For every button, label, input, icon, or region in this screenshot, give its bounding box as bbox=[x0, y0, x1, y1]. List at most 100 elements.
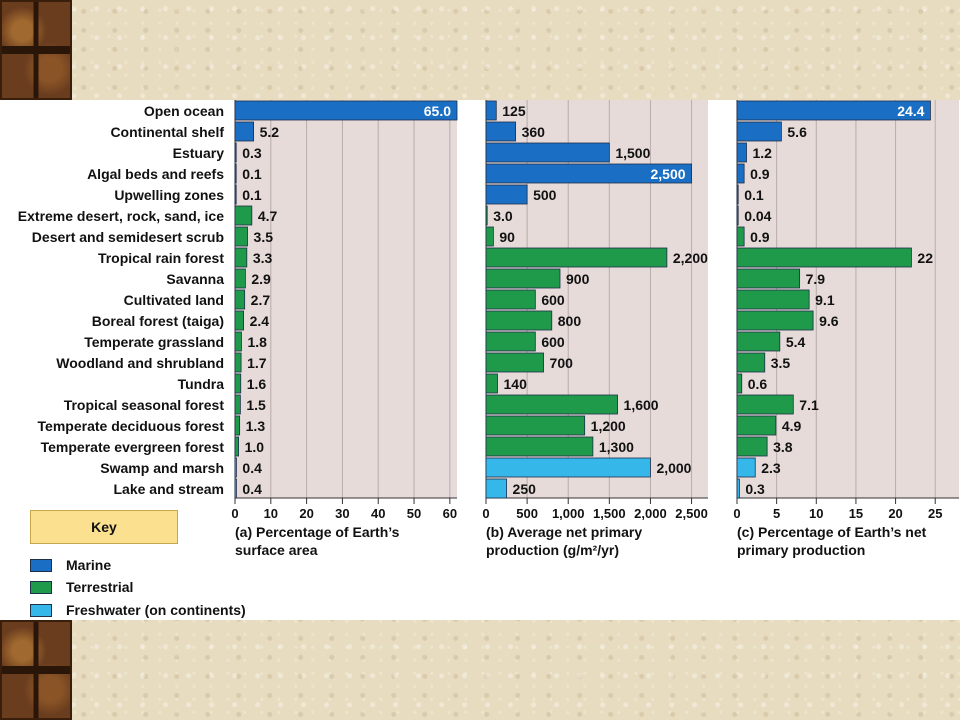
bar bbox=[234, 436, 239, 457]
data-label: 500 bbox=[533, 187, 557, 203]
bar bbox=[234, 268, 246, 289]
data-label: 1.2 bbox=[753, 145, 773, 161]
bar bbox=[736, 436, 768, 457]
bar bbox=[234, 184, 237, 205]
bar bbox=[736, 415, 777, 436]
data-label: 7.9 bbox=[806, 271, 826, 287]
data-label: 1,600 bbox=[624, 397, 659, 413]
bar bbox=[485, 121, 517, 142]
tick-label: 1,000 bbox=[552, 506, 585, 521]
key-item-terrestrial: Terrestrial bbox=[30, 578, 133, 596]
tick-label: 0 bbox=[733, 506, 740, 521]
bar bbox=[485, 415, 586, 436]
data-label: 3.0 bbox=[493, 208, 513, 224]
bar bbox=[485, 310, 553, 331]
bar-charts-svg: Open ocean Continental shelf Estuary Algal … bbox=[18, 100, 959, 558]
category-label: Temperate deciduous forest bbox=[38, 418, 225, 434]
tick-label: 0 bbox=[231, 506, 238, 521]
key-label-freshwater: Freshwater (on continents) bbox=[66, 602, 246, 618]
key-title: Key bbox=[91, 519, 117, 535]
bar bbox=[736, 247, 912, 268]
category-label: Woodland and shrubland bbox=[56, 355, 224, 371]
bar bbox=[485, 478, 507, 499]
bar bbox=[234, 100, 458, 121]
data-label: 24.4 bbox=[897, 103, 924, 119]
data-label: 3.8 bbox=[773, 439, 793, 455]
tick-label: 10 bbox=[809, 506, 823, 521]
tick-label: 40 bbox=[371, 506, 385, 521]
bar bbox=[736, 478, 740, 499]
data-label: 1.8 bbox=[247, 334, 267, 350]
tick-label: 0 bbox=[482, 506, 489, 521]
data-label: 800 bbox=[558, 313, 582, 329]
data-label: 1,300 bbox=[599, 439, 634, 455]
panel-title: surface area bbox=[235, 542, 318, 558]
category-label: Tundra bbox=[178, 376, 225, 392]
bar bbox=[234, 457, 237, 478]
bar bbox=[736, 100, 931, 121]
bar bbox=[234, 352, 242, 373]
bar bbox=[485, 205, 488, 226]
key-item-freshwater: Freshwater (on continents) bbox=[30, 601, 246, 619]
tick-label: 20 bbox=[888, 506, 902, 521]
bar bbox=[485, 268, 561, 289]
category-label: Continental shelf bbox=[110, 124, 224, 140]
category-label: Swamp and marsh bbox=[100, 460, 224, 476]
data-label: 3.5 bbox=[254, 229, 274, 245]
bar bbox=[485, 184, 528, 205]
tick-label: 500 bbox=[516, 506, 538, 521]
data-label: 1,500 bbox=[615, 145, 650, 161]
tick-label: 2,500 bbox=[675, 506, 708, 521]
bar bbox=[485, 247, 668, 268]
bar bbox=[736, 268, 801, 289]
panel-title: (b) Average net primary bbox=[486, 524, 642, 540]
data-label: 2,500 bbox=[651, 166, 686, 182]
data-label: 600 bbox=[541, 334, 565, 350]
category-label: Temperate evergreen forest bbox=[41, 439, 225, 455]
bar bbox=[234, 289, 246, 310]
bar bbox=[485, 436, 594, 457]
bar bbox=[485, 100, 497, 121]
key-label-terrestrial: Terrestrial bbox=[66, 579, 134, 595]
freshwater-swatch bbox=[30, 603, 52, 617]
data-label: 140 bbox=[504, 376, 528, 392]
tick-label: 20 bbox=[299, 506, 313, 521]
category-label: Tropical rain forest bbox=[98, 250, 224, 266]
data-label: 65.0 bbox=[424, 103, 451, 119]
tick-label: 5 bbox=[773, 506, 780, 521]
ecosystem-productivity-figure: Open ocean Continental shelf Estuary Algal … bbox=[0, 100, 960, 620]
data-label: 0.1 bbox=[242, 166, 262, 182]
key-title-box: Key bbox=[30, 510, 178, 544]
bar bbox=[485, 289, 536, 310]
bar bbox=[736, 331, 781, 352]
data-label: 600 bbox=[541, 292, 565, 308]
bar bbox=[234, 247, 248, 268]
tick-label: 10 bbox=[264, 506, 278, 521]
bar bbox=[736, 226, 745, 247]
bar bbox=[234, 478, 237, 499]
data-label: 4.9 bbox=[782, 418, 802, 434]
data-label: 1.0 bbox=[245, 439, 265, 455]
data-label: 5.4 bbox=[786, 334, 806, 350]
data-label: 3.5 bbox=[771, 355, 791, 371]
bar bbox=[485, 373, 498, 394]
bar bbox=[234, 331, 242, 352]
category-label: Boreal forest (taiga) bbox=[92, 313, 224, 329]
bar bbox=[485, 457, 651, 478]
data-label: 0.1 bbox=[242, 187, 262, 203]
data-label: 9.1 bbox=[815, 292, 835, 308]
data-label: 125 bbox=[502, 103, 526, 119]
bar bbox=[234, 415, 241, 436]
bar bbox=[736, 394, 794, 415]
data-label: 250 bbox=[513, 481, 537, 497]
tick-label: 1,500 bbox=[593, 506, 626, 521]
data-label: 0.6 bbox=[748, 376, 768, 392]
data-label: 5.2 bbox=[260, 124, 280, 140]
data-label: 1.3 bbox=[246, 418, 266, 434]
bar bbox=[736, 352, 766, 373]
data-label: 3.3 bbox=[253, 250, 273, 266]
bar bbox=[485, 394, 618, 415]
bar bbox=[485, 226, 494, 247]
data-label: 1,200 bbox=[591, 418, 626, 434]
bar bbox=[234, 121, 255, 142]
